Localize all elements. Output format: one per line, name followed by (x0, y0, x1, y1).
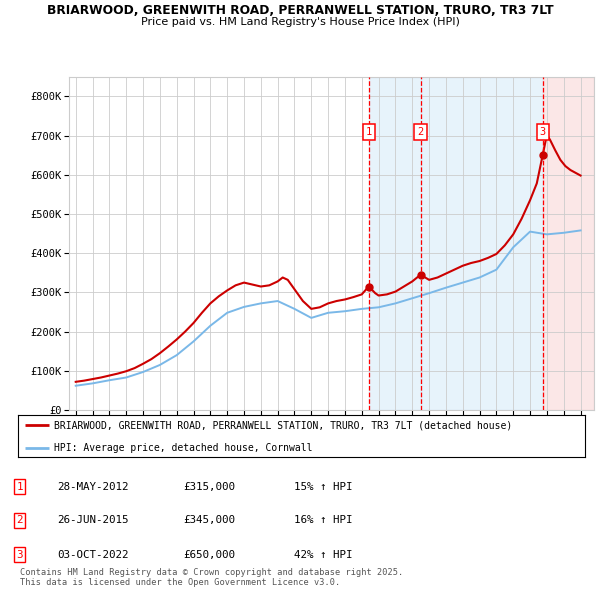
Text: Contains HM Land Registry data © Crown copyright and database right 2025.: Contains HM Land Registry data © Crown c… (20, 568, 403, 577)
Text: BRIARWOOD, GREENWITH ROAD, PERRANWELL STATION, TRURO, TR3 7LT (detached house): BRIARWOOD, GREENWITH ROAD, PERRANWELL ST… (54, 421, 512, 430)
Text: 42% ↑ HPI: 42% ↑ HPI (294, 550, 353, 559)
Text: BRIARWOOD, GREENWITH ROAD, PERRANWELL STATION, TRURO, TR3 7LT: BRIARWOOD, GREENWITH ROAD, PERRANWELL ST… (47, 4, 553, 17)
Text: HPI: Average price, detached house, Cornwall: HPI: Average price, detached house, Corn… (54, 443, 312, 453)
Text: 3: 3 (539, 127, 546, 137)
Text: 16% ↑ HPI: 16% ↑ HPI (294, 516, 353, 525)
Bar (421, 77, 542, 410)
Text: 3: 3 (17, 550, 23, 559)
Bar (368, 77, 421, 410)
Text: £650,000: £650,000 (183, 550, 235, 559)
Text: 26-JUN-2015: 26-JUN-2015 (57, 516, 128, 525)
Text: £345,000: £345,000 (183, 516, 235, 525)
Text: 2: 2 (418, 127, 424, 137)
Text: This data is licensed under the Open Government Licence v3.0.: This data is licensed under the Open Gov… (20, 578, 340, 587)
Text: 15% ↑ HPI: 15% ↑ HPI (294, 482, 353, 491)
Text: 2: 2 (17, 516, 23, 525)
Text: 1: 1 (17, 482, 23, 491)
Bar (542, 77, 594, 410)
Text: 1: 1 (365, 127, 372, 137)
Text: 03-OCT-2022: 03-OCT-2022 (57, 550, 128, 559)
Text: Price paid vs. HM Land Registry's House Price Index (HPI): Price paid vs. HM Land Registry's House … (140, 17, 460, 27)
Text: £315,000: £315,000 (183, 482, 235, 491)
Text: 28-MAY-2012: 28-MAY-2012 (57, 482, 128, 491)
